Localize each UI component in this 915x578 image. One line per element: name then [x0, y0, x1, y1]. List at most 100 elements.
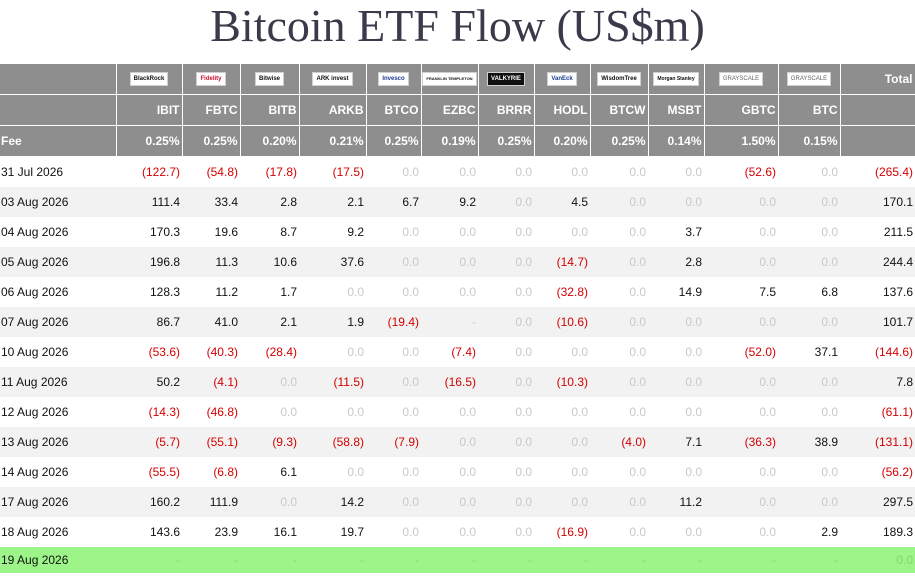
flow-cell: 2.1	[240, 307, 299, 337]
ticker-cell: BITB	[240, 94, 300, 126]
header-blank-cell	[0, 64, 117, 95]
flow-cell: 4.5	[534, 187, 590, 217]
issuer-logo-cell: GRAYSCALE	[778, 64, 841, 95]
total-cell: (131.1)	[840, 427, 915, 457]
flow-cell: 0.0	[759, 225, 776, 239]
flow-cell: (4.0)	[590, 427, 648, 457]
flow-cell: (17.8)	[265, 165, 297, 179]
flow-cell: 0.0	[402, 405, 419, 419]
total-cell: 137.6	[882, 285, 913, 299]
flow-cell: 0.0	[704, 307, 778, 337]
total-cell: 170.1	[840, 187, 915, 217]
date-cell: 11 Aug 2026	[0, 367, 116, 397]
issuer-logo-cell: WisdomTree	[590, 64, 649, 95]
date-cell: 19 Aug 2026	[0, 547, 116, 573]
morgan-stanley-logo-icon: Morgan Stanley	[653, 72, 699, 87]
flow-cell: (40.3)	[206, 345, 238, 359]
fee-cell: 0.19%	[421, 125, 479, 157]
issuer-logo-cell: Morgan Stanley	[648, 64, 705, 95]
ticker-cell: BTCO	[366, 94, 422, 126]
flow-cell: 6.1	[280, 465, 297, 479]
flow-cell: -	[478, 547, 534, 573]
flow-cell: (55.5)	[148, 465, 180, 479]
ark-invest-logo-icon: ARK invest	[312, 72, 353, 87]
fee-cell: 0.15%	[778, 125, 841, 157]
fee-label: Fee	[0, 125, 117, 157]
flow-cell: 0.0	[821, 225, 838, 239]
flow-cell: 143.6	[149, 525, 180, 539]
fee-cell: 0.21%	[299, 125, 367, 157]
wisdomtree-logo-icon: WisdomTree	[597, 72, 641, 87]
flow-cell: 11.2	[215, 285, 238, 299]
fidelity-logo-icon: Fidelity	[196, 72, 226, 87]
flow-cell: 50.2	[116, 367, 182, 397]
ticker-cell: MSBT	[648, 94, 705, 126]
flow-cell: 8.7	[280, 225, 297, 239]
date-cell: 31 Jul 2026	[1, 165, 64, 179]
flow-cell: 38.9	[778, 427, 840, 457]
ticker-cell: EZBC	[421, 94, 479, 126]
fee-cell: 0.25%	[366, 125, 422, 157]
flow-cell: 0.0	[590, 307, 648, 337]
flow-cell: 0.0	[778, 307, 840, 337]
flow-cell: 0.0	[629, 165, 646, 179]
flow-cell: 9.2	[421, 187, 478, 217]
table-row: 04 Aug 2026 170.3 19.6 8.7 9.2 0.0 0.0 0.0 0.0 0.…	[0, 217, 915, 247]
flow-cell: 0.0	[421, 487, 478, 517]
total-header: Total	[840, 64, 915, 95]
date-cell: 06 Aug 2026	[1, 285, 69, 299]
flow-cell: 2.1	[299, 187, 366, 217]
flow-cell: 0.0	[571, 345, 588, 359]
flow-cell: 1.7	[280, 285, 297, 299]
grayscale-logo-icon: GRAYSCALE	[718, 72, 764, 87]
flow-cell: -	[182, 547, 240, 573]
flow-cell: 0.0	[459, 165, 476, 179]
total-cell: 211.5	[883, 225, 913, 239]
flow-cell: 1.9	[299, 307, 366, 337]
flow-cell: 0.0	[629, 465, 646, 479]
fee-cell: 0.25%	[182, 125, 241, 157]
flow-cell: 37.1	[814, 345, 838, 359]
flow-cell: 0.0	[571, 465, 588, 479]
flow-cell: 0.0	[402, 465, 419, 479]
flow-cell: 0.0	[534, 427, 590, 457]
page-title: Bitcoin ETF Flow (US$m)	[210, 0, 705, 51]
flow-cell: 11.3	[182, 247, 240, 277]
fee-cell: 0.25%	[590, 125, 649, 157]
date-cell: 14 Aug 2026	[1, 465, 69, 479]
flow-cell: 0.0	[571, 165, 588, 179]
flow-cell: -	[704, 547, 778, 573]
flow-cell: 0.0	[759, 405, 776, 419]
ticker-cell: FBTC	[182, 94, 241, 126]
flow-cell: 0.0	[515, 525, 532, 539]
table-row: 19 Aug 2026- - - - - - - - - - - -0.0	[0, 547, 915, 573]
table-row: 11 Aug 2026 50.2 (4.1) 0.0 (11.5) 0.0 (16.5) 0.…	[0, 367, 915, 397]
flow-cell: -	[648, 547, 704, 573]
flow-cell: (55.1)	[182, 427, 240, 457]
table-row: 18 Aug 2026 143.6 23.9 16.1 19.7 0.0 0.0 0.0 (16…	[0, 517, 915, 547]
flow-cell: 0.0	[347, 405, 364, 419]
table-row: 05 Aug 2026 196.8 11.3 10.6 37.6 0.0 0.0 0.0 (14…	[0, 247, 915, 277]
table-row: 07 Aug 2026 86.7 41.0 2.1 1.9 (19.4) -0.0 (10.6…	[0, 307, 915, 337]
header-blank-cell	[0, 94, 117, 126]
fee-cell: 0.25%	[116, 125, 183, 157]
flow-cell: (36.3)	[704, 427, 778, 457]
flow-cell: (58.8)	[299, 427, 366, 457]
issuer-logo-cell: Invesco	[366, 64, 422, 95]
flow-cell: -	[299, 547, 366, 573]
issuer-logo-cell: VALKYRIE	[478, 64, 535, 95]
flow-cell: 0.0	[629, 345, 646, 359]
flow-cell: 0.0	[347, 285, 364, 299]
flow-cell: 0.0	[402, 345, 419, 359]
flow-cell: 0.0	[478, 367, 534, 397]
fee-row: Fee 0.25% 0.25% 0.20% 0.21% 0.25% 0.19% …	[0, 125, 915, 157]
date-cell: 04 Aug 2026	[1, 225, 69, 239]
flow-cell: 0.0	[778, 187, 840, 217]
flow-cell: -	[778, 547, 840, 573]
flow-cell: (9.3)	[240, 427, 299, 457]
date-cell: 18 Aug 2026	[1, 525, 69, 539]
table-row: 03 Aug 2026 111.4 33.4 2.8 2.1 6.7 9.2 0.0 4.5 0.…	[0, 187, 915, 217]
flow-cell: 0.0	[759, 525, 776, 539]
flow-cell: 23.9	[214, 525, 238, 539]
flow-cell: (46.8)	[206, 405, 238, 419]
